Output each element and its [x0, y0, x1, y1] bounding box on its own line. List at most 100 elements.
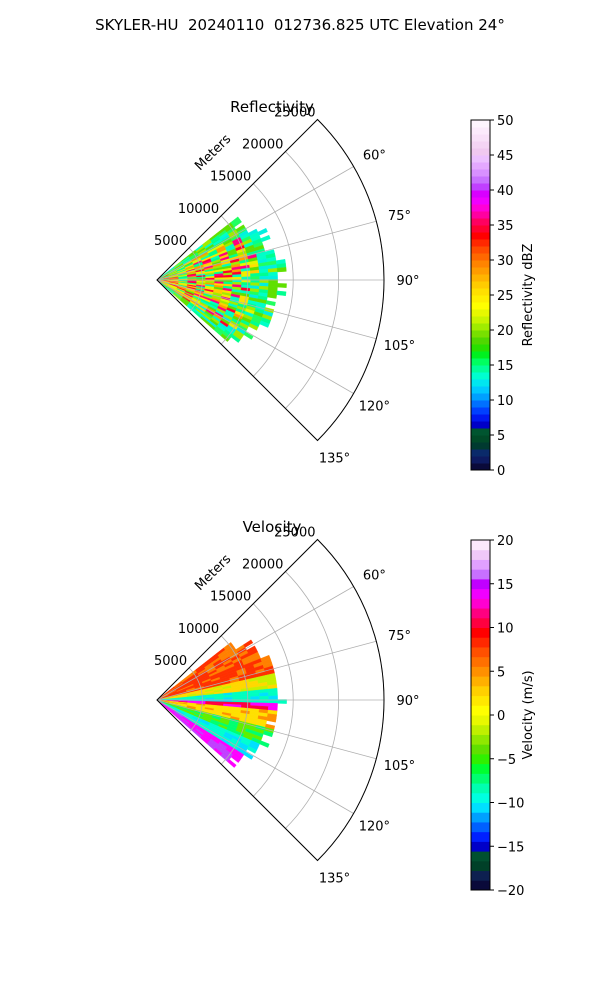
data-cell [243, 331, 254, 340]
colorbar-swatch [471, 169, 490, 177]
colorbar-swatch [471, 295, 490, 303]
data-cell [265, 300, 276, 307]
colorbar: 0 5 10 15 20 25 30 35 40 45 50 Reflectivity dBZ [470, 114, 536, 479]
colorbar-swatch [471, 190, 490, 198]
data-cell [276, 267, 287, 273]
radial-axis-label: Meters [192, 552, 234, 594]
colorbar-swatch [471, 559, 490, 570]
colorbar-swatch [471, 274, 490, 282]
colorbar-swatch [471, 372, 490, 380]
radial-tick-label: 25000 [274, 525, 315, 540]
data-cell [276, 290, 287, 297]
angle-tick-label: 120° [359, 820, 390, 835]
colorbar-swatch [471, 302, 490, 310]
colorbar-tick-label: 15 [497, 359, 514, 374]
colorbar-swatch [471, 211, 490, 219]
colorbar-tick-label: 0 [497, 464, 505, 479]
colorbar-label: Velocity (m/s) [521, 670, 536, 759]
colorbar-swatch [471, 463, 490, 471]
colorbar-swatch [471, 851, 490, 862]
grid-spoke [156, 220, 377, 281]
data-cell [259, 740, 270, 748]
colorbar-swatch [471, 449, 490, 457]
colorbar-tick-label: 20 [497, 324, 514, 339]
colorbar-swatch [471, 400, 490, 408]
data-cell [248, 323, 259, 331]
colorbar-tick-label: 45 [497, 149, 514, 164]
colorbar-swatch [471, 141, 490, 149]
colorbar-swatch [471, 802, 490, 813]
data-cell [257, 227, 268, 236]
colorbar-swatch [471, 821, 490, 833]
colorbar-swatch [471, 715, 490, 726]
colorbar-swatch [471, 162, 490, 170]
radial-tick-label: 5000 [154, 234, 187, 249]
colorbar-swatch [471, 588, 490, 599]
colorbar-swatch [471, 812, 490, 823]
grid-spoke [156, 279, 354, 394]
colorbar-swatch [471, 792, 490, 803]
colorbar-swatch [471, 260, 490, 268]
data-field [159, 216, 287, 343]
colorbar-swatch [471, 393, 490, 401]
radial-tick-label: 20000 [242, 558, 283, 573]
colorbar-swatch [471, 204, 490, 212]
data-cell [243, 751, 254, 760]
data-cell [241, 693, 251, 698]
colorbar-tick-label: 5 [497, 665, 505, 680]
polar-frame [156, 538, 385, 862]
data-cell [259, 320, 270, 328]
colorbar-swatch [471, 155, 490, 163]
data-cell [268, 271, 278, 277]
polar-panel-velocity: Velocity 5000 10000 15000 20000 25000 Meters 60… [154, 518, 536, 899]
colorbar-swatch [471, 753, 490, 765]
colorbar-tick-label: −5 [497, 753, 516, 768]
angle-tick-label: 60° [363, 149, 386, 164]
colorbar-swatch [471, 637, 490, 648]
colorbar-swatch [471, 763, 490, 774]
colorbar-swatch [471, 870, 490, 881]
colorbar-swatch [471, 831, 490, 842]
data-cell [205, 697, 215, 701]
angle-tick-label: 105° [384, 339, 415, 354]
angle-tick-label: 135° [319, 871, 350, 886]
colorbar-swatch [471, 330, 490, 338]
colorbar-tick-label: 25 [497, 289, 514, 304]
data-cell [232, 219, 242, 228]
colorbar-swatch [471, 705, 490, 716]
data-cell [232, 696, 242, 700]
data-cell [277, 283, 287, 288]
colorbar-swatch [471, 617, 490, 628]
radial-tick-label: 15000 [210, 590, 251, 605]
radial-tick-label: 10000 [178, 622, 219, 637]
colorbar-swatch [471, 309, 490, 317]
colorbar-swatch [471, 695, 490, 706]
colorbar-swatch [471, 288, 490, 296]
data-cell [277, 699, 287, 704]
colorbar-swatch [471, 627, 490, 638]
colorbar-tick-label: 20 [497, 534, 514, 549]
colorbar-swatch [471, 685, 490, 697]
data-cell [214, 697, 224, 700]
colorbar-swatch [471, 549, 490, 560]
colorbar-swatch [471, 773, 490, 784]
colorbar-swatch [471, 183, 490, 191]
radial-tick-label: 10000 [178, 202, 219, 217]
colorbar-swatch [471, 316, 490, 324]
colorbar-swatch [471, 253, 490, 261]
colorbar-swatch [471, 608, 490, 619]
colorbar-label: Reflectivity dBZ [521, 244, 536, 347]
grid-spoke [156, 166, 354, 281]
colorbar-swatch [471, 267, 490, 275]
colorbar-swatch [471, 218, 490, 226]
data-cell [266, 716, 277, 723]
panel-title: Velocity [243, 518, 302, 536]
angle-tick-label: 135° [319, 451, 350, 466]
colorbar-swatch [471, 724, 490, 735]
colorbar-swatch [471, 569, 490, 580]
colorbar-tick-label: 0 [497, 709, 505, 724]
angle-tick-label: 75° [388, 629, 411, 644]
radial-axis-label: Meters [192, 132, 234, 174]
colorbar-swatch [471, 456, 490, 464]
